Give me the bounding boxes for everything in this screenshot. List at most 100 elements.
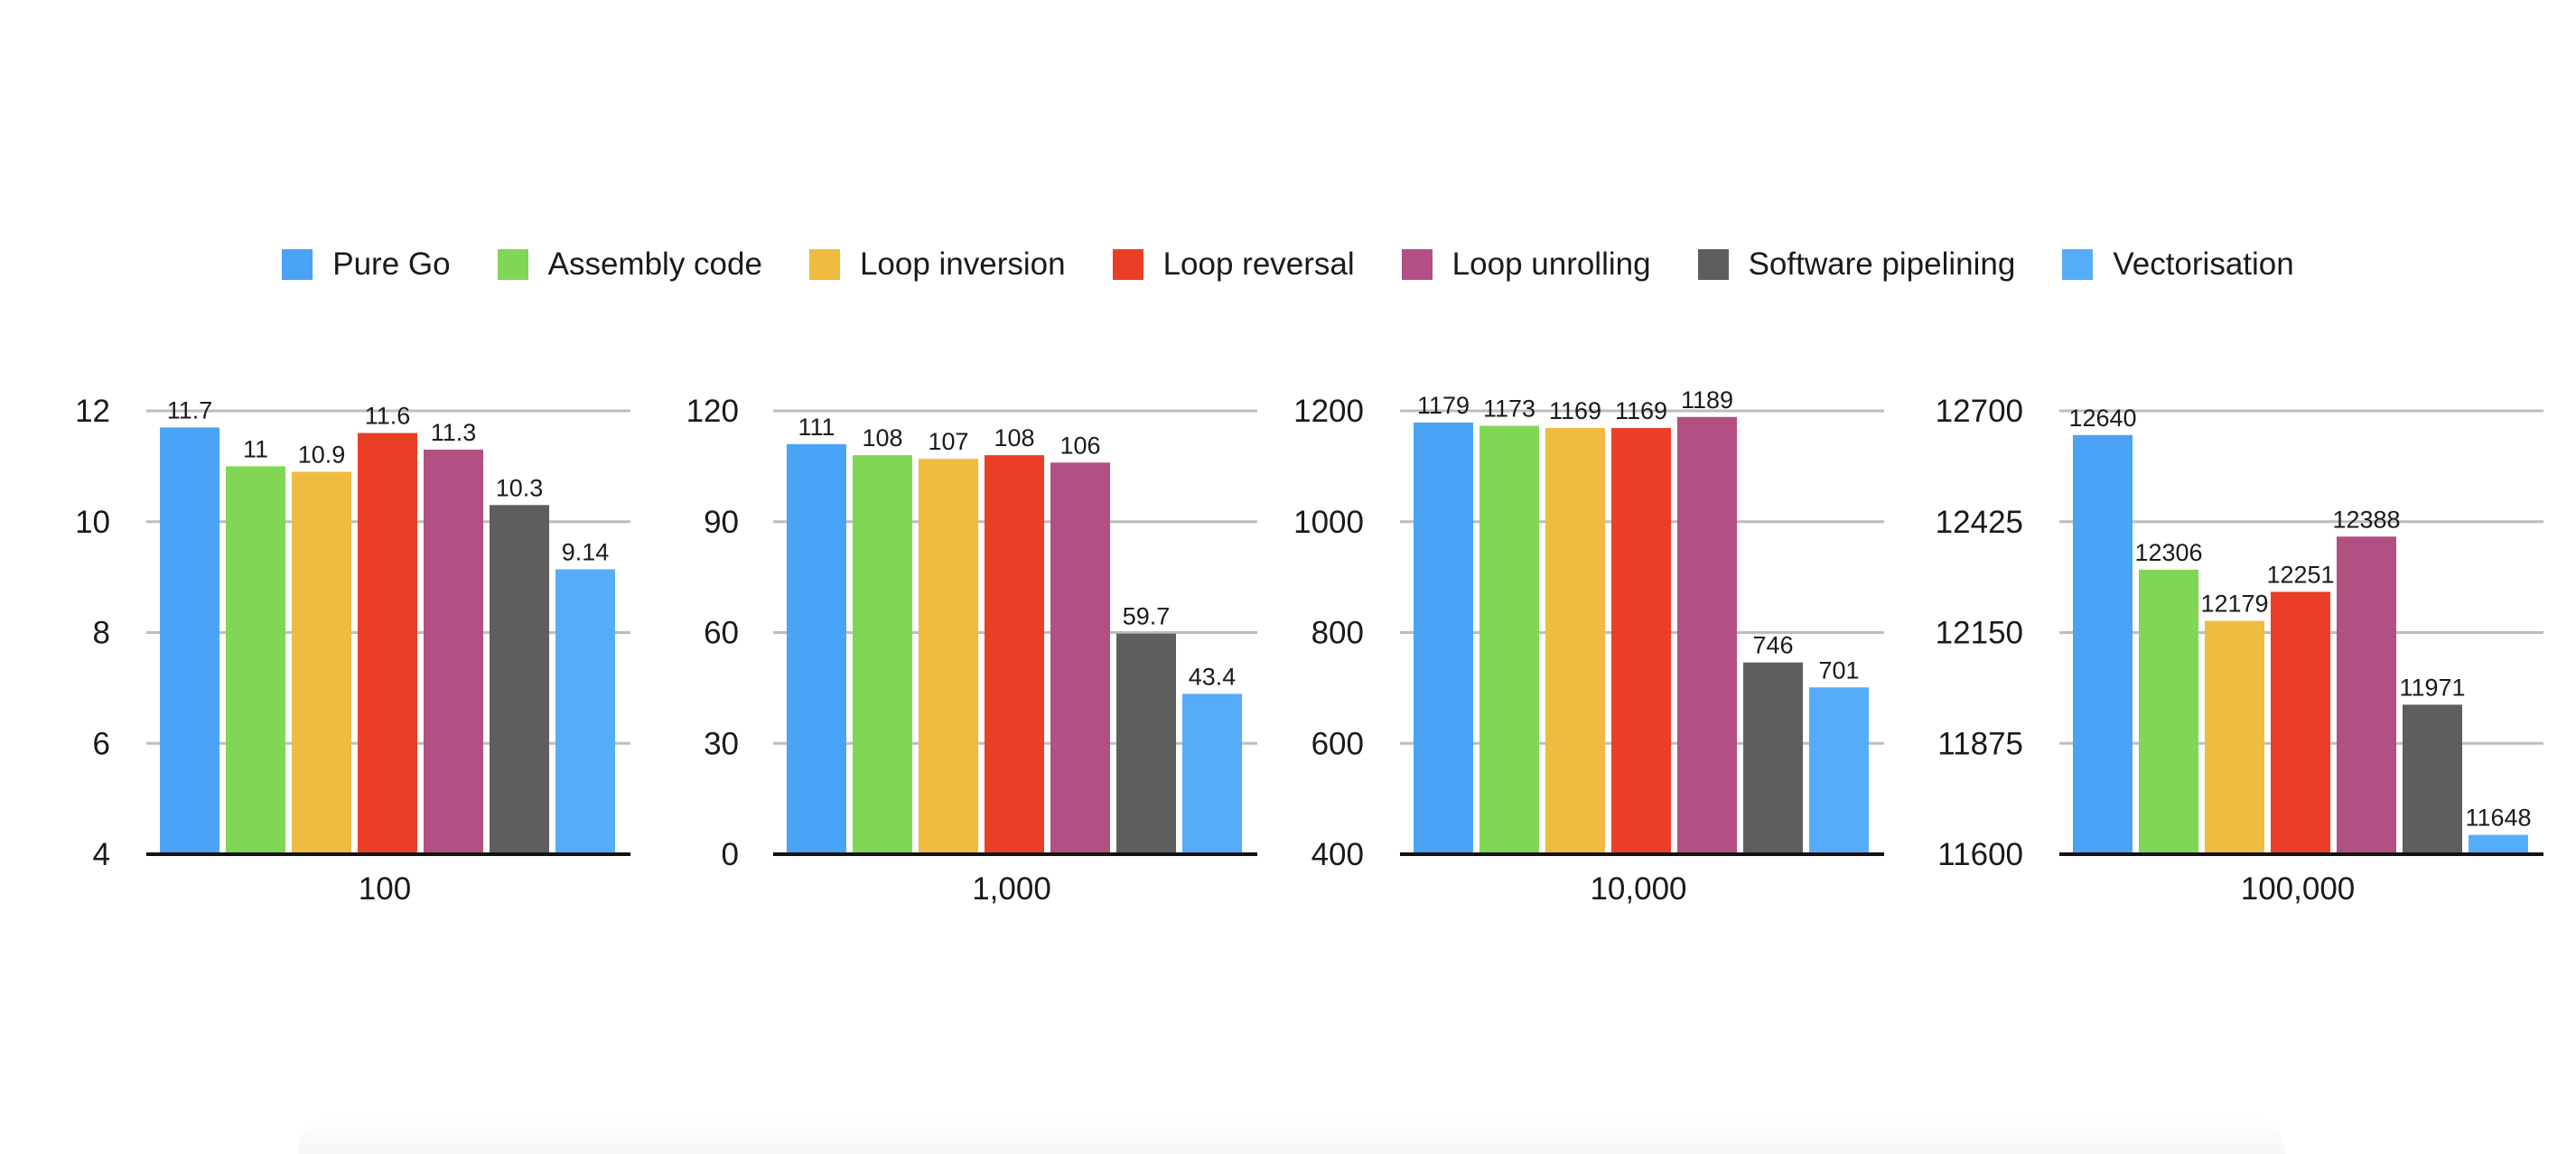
data-label: 12251: [2266, 561, 2334, 588]
category-label: 100,000: [2241, 871, 2356, 907]
bar: [2469, 834, 2528, 854]
bar: [985, 455, 1044, 854]
bar: [1677, 416, 1737, 854]
data-label: 746: [1752, 632, 1793, 659]
legend-item: Loop inversion: [808, 247, 1066, 283]
bar: [2073, 434, 2133, 854]
y-tick-label: 400: [1311, 837, 1364, 872]
legend-label: Software pipelining: [1748, 247, 2016, 282]
bar: [358, 433, 417, 854]
y-tick-label: 30: [704, 726, 739, 761]
bar: [1182, 693, 1242, 854]
bar: [160, 427, 219, 854]
bar: [2271, 591, 2330, 854]
data-label: 12179: [2200, 591, 2268, 618]
data-label: 11971: [2399, 674, 2465, 701]
legend-swatch: [497, 249, 528, 280]
category-label: 1,000: [972, 871, 1051, 907]
data-label: 1179: [1417, 392, 1470, 419]
data-label: 12388: [2332, 506, 2400, 533]
legend-swatch: [282, 249, 313, 280]
chart-panel: 0 30 60 90 120 111 108 107 108 106 59.7 43.4 1,000: [686, 394, 1257, 907]
bar: [555, 569, 615, 854]
legend-swatch: [1112, 249, 1143, 280]
chart-panel: 400 600 800 1000 1200 1179 1173 1169 1169 1189 746…: [1293, 386, 1884, 907]
y-tick-label: 600: [1311, 726, 1364, 761]
data-label: 11.6: [365, 403, 411, 430]
y-tick-label: 12: [75, 394, 110, 429]
data-label: 1189: [1681, 386, 1733, 414]
chart-panel: 11600 11875 12150 12425 12700 12640 12306 12179…: [1936, 394, 2543, 907]
y-tick-label: 12700: [1936, 394, 2023, 429]
data-label: 107: [928, 428, 968, 455]
bar: [1545, 428, 1605, 854]
legend-label: Loop reversal: [1162, 247, 1355, 282]
chart-panel: 4 6 8 10 12 11.7 11 10.9 11.6 11.3 10.3 9.14 100: [75, 394, 630, 907]
y-tick-label: 1200: [1293, 394, 1364, 429]
legend-item: Vectorisation: [2062, 247, 2294, 283]
chart-legend: Pure Go Assembly code Loop inversion Loop r…: [0, 242, 2576, 287]
data-label: 11.7: [167, 396, 213, 423]
bar: [226, 466, 285, 854]
bar: [292, 471, 351, 854]
y-tick-label: 12425: [1936, 505, 2023, 540]
data-label: 108: [862, 424, 902, 451]
data-label: 10.3: [496, 474, 544, 501]
bar: [1050, 462, 1110, 854]
y-tick-label: 11600: [1937, 837, 2023, 872]
legend-swatch: [1401, 249, 1433, 280]
legend-item: Loop unrolling: [1401, 247, 1651, 283]
bar: [2139, 569, 2198, 854]
data-label: 108: [994, 424, 1034, 451]
bar: [424, 449, 483, 854]
legend-label: Assembly code: [547, 247, 762, 282]
category-label: 100: [359, 871, 411, 907]
bar: [1479, 425, 1539, 854]
y-tick-label: 0: [722, 837, 739, 872]
legend-item: Pure Go: [282, 247, 451, 283]
data-label: 701: [1818, 656, 1859, 684]
y-tick-label: 60: [704, 616, 739, 651]
y-tick-label: 90: [704, 505, 739, 540]
data-label: 10.9: [298, 442, 346, 469]
legend-item: Loop reversal: [1112, 247, 1355, 283]
legend-label: Vectorisation: [2113, 247, 2294, 282]
data-label: 106: [1059, 432, 1100, 459]
bar: [2205, 620, 2264, 854]
y-tick-label: 12150: [1936, 616, 2023, 651]
bar: [1611, 428, 1671, 854]
data-label: 11.3: [431, 419, 477, 446]
data-label: 12306: [2134, 539, 2202, 566]
data-label: 12640: [2068, 405, 2136, 432]
legend-label: Pure Go: [332, 247, 451, 282]
data-label: 111: [798, 414, 835, 441]
bar: [490, 505, 549, 854]
y-tick-label: 120: [686, 394, 739, 429]
data-label: 59.7: [1123, 603, 1171, 630]
data-label: 11648: [2465, 805, 2531, 832]
bar: [2337, 536, 2396, 854]
bar: [1743, 662, 1803, 854]
bar: [853, 455, 912, 854]
y-tick-label: 800: [1311, 616, 1364, 651]
legend-item: Software pipelining: [1697, 247, 2016, 283]
legend-item: Assembly code: [497, 247, 762, 283]
bottom-shadow: [298, 1116, 2285, 1154]
bar: [1414, 422, 1473, 854]
bar: [2403, 704, 2462, 854]
y-tick-label: 11875: [1937, 726, 2023, 761]
bar: [1116, 633, 1176, 854]
legend-swatch: [1697, 249, 1729, 280]
y-tick-label: 10: [75, 505, 110, 540]
y-tick-label: 4: [93, 837, 110, 872]
legend-swatch: [808, 249, 840, 280]
category-label: 10,000: [1590, 871, 1686, 907]
data-label: 1169: [1549, 397, 1601, 424]
bar: [1809, 687, 1869, 854]
bar: [787, 443, 846, 854]
data-label: 1173: [1483, 396, 1535, 423]
y-tick-label: 1000: [1293, 505, 1364, 540]
legend-swatch: [2062, 249, 2094, 280]
data-label: 1169: [1615, 397, 1667, 424]
